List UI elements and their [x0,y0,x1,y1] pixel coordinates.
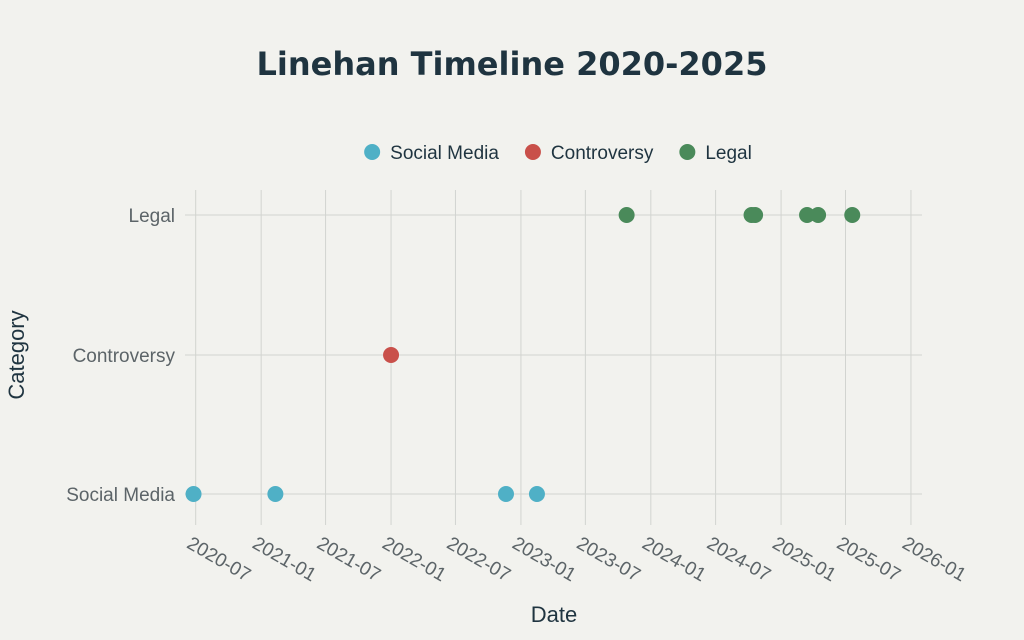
x-tick-label: 2024-01 [638,533,709,586]
legend-label: Legal [705,143,752,164]
data-point [810,207,827,223]
data-point [799,207,816,223]
x-tick-label: 2022-01 [379,533,450,586]
y-tick-label: Legal [129,206,176,227]
data-points [185,207,861,502]
x-tick-label: 2021-07 [313,533,384,586]
y-tick-labels: Social Media Controversy Legal [66,206,175,506]
x-tick-labels: 2020-072021-012021-072022-012022-072023-… [183,533,969,586]
y-tick-label: Social Media [66,485,175,506]
x-tick-label: 2024-07 [703,533,774,586]
x-tick-label: 2026-01 [898,533,969,586]
legend-marker [679,144,696,160]
data-point [267,486,284,502]
x-axis-title: Date [531,602,577,627]
data-point [497,486,514,502]
legend-label: Controversy [551,143,654,164]
x-tick-label: 2025-01 [769,533,840,586]
data-point [747,207,764,223]
x-tick-label: 2023-07 [573,533,644,586]
legend-item[interactable]: Social Media [364,143,499,164]
legend-marker [364,144,381,160]
legend-item[interactable]: Legal [679,143,752,164]
x-tick-label: 2025-07 [833,533,904,586]
legend-item[interactable]: Controversy [524,143,654,164]
x-tick-label: 2021-01 [249,533,320,586]
data-point [618,207,635,223]
data-point [528,486,545,502]
legend-label: Social Media [390,143,499,164]
data-point [185,486,202,502]
y-gridlines [185,214,922,495]
x-tick-label: 2022-07 [443,533,514,586]
chart-title: Linehan Timeline 2020-2025 [257,45,768,83]
data-point [844,207,861,223]
y-axis-title: Category [4,310,29,399]
x-gridlines [195,190,912,525]
legend-marker [524,144,541,160]
y-tick-label: Controversy [73,346,176,367]
legend: Social Media Controversy Legal [364,143,752,164]
x-tick-label: 2020-07 [183,533,254,586]
data-point [383,347,400,363]
x-tick-label: 2023-01 [508,533,579,586]
